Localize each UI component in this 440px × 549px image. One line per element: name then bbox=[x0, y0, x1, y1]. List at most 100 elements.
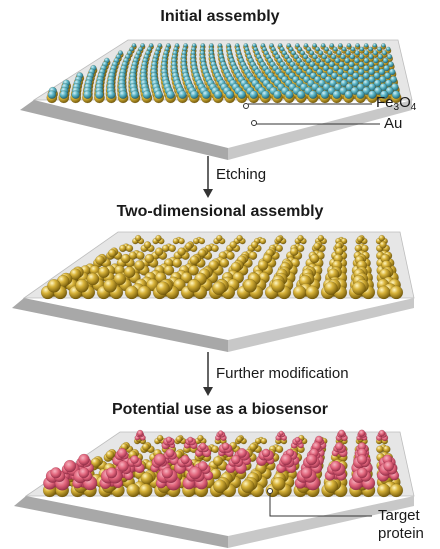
gold-sphere bbox=[143, 241, 152, 249]
iron-oxide-sphere bbox=[315, 57, 322, 64]
iron-oxide-sphere bbox=[286, 43, 292, 48]
au-label: Au bbox=[384, 115, 403, 132]
iron-oxide-sphere bbox=[353, 57, 360, 64]
iron-oxide-sphere bbox=[378, 68, 386, 76]
iron-oxide-sphere bbox=[340, 54, 346, 60]
iron-oxide-sphere bbox=[117, 50, 124, 56]
gold-sphere bbox=[75, 278, 89, 293]
gold-sphere bbox=[226, 251, 235, 260]
iron-oxide-sphere bbox=[383, 64, 390, 72]
gold-sphere bbox=[324, 479, 339, 494]
iron-oxide-sphere bbox=[290, 50, 296, 56]
iron-oxide-sphere bbox=[373, 86, 383, 96]
gold-sphere bbox=[178, 237, 185, 245]
iron-oxide-sphere bbox=[201, 90, 211, 99]
gold-sphere bbox=[292, 285, 307, 300]
fe3o4-callout-line bbox=[243, 103, 372, 109]
target-protein-blob bbox=[78, 467, 90, 479]
gold-sphere bbox=[248, 251, 258, 260]
gold-sphere bbox=[168, 244, 177, 253]
gold-sphere bbox=[275, 235, 283, 243]
iron-oxide-sphere bbox=[358, 61, 365, 68]
target-protein-blob bbox=[330, 460, 342, 472]
gold-sphere bbox=[389, 285, 404, 300]
target-protein-blob bbox=[378, 429, 386, 437]
iron-oxide-sphere bbox=[166, 90, 175, 99]
target-protein-blob bbox=[136, 429, 144, 437]
gold-sphere bbox=[275, 445, 284, 454]
iron-oxide-sphere bbox=[330, 54, 337, 60]
iron-oxide-sphere bbox=[329, 79, 337, 88]
iron-oxide-sphere bbox=[190, 90, 199, 99]
target-protein-blob bbox=[300, 467, 313, 479]
iron-oxide-sphere bbox=[71, 90, 80, 99]
iron-oxide-sphere bbox=[318, 50, 324, 56]
iron-oxide-sphere bbox=[386, 54, 393, 60]
gold-sphere bbox=[197, 434, 204, 442]
gold-sphere bbox=[275, 244, 284, 253]
iron-oxide-sphere bbox=[345, 50, 351, 56]
gold-sphere bbox=[172, 258, 182, 268]
iron-oxide-sphere bbox=[130, 90, 140, 99]
iron-oxide-sphere bbox=[316, 68, 324, 76]
iron-oxide-sphere bbox=[320, 43, 326, 48]
iron-oxide-sphere bbox=[47, 90, 57, 99]
iron-oxide-sphere bbox=[308, 90, 318, 99]
gold-sphere bbox=[113, 272, 127, 286]
iron-oxide-sphere bbox=[284, 54, 290, 60]
iron-oxide-sphere bbox=[296, 57, 302, 64]
iron-oxide-sphere bbox=[312, 43, 317, 48]
iron-oxide-sphere bbox=[389, 75, 398, 84]
gold-sphere bbox=[324, 281, 338, 296]
gold-sphere bbox=[257, 260, 269, 271]
target-protein-blob bbox=[356, 454, 368, 465]
gold-sphere bbox=[313, 242, 321, 250]
iron-oxide-sphere bbox=[384, 72, 391, 80]
iron-oxide-sphere bbox=[387, 61, 394, 68]
iron-oxide-sphere bbox=[356, 90, 365, 99]
gold-sphere bbox=[379, 241, 387, 249]
iron-oxide-sphere bbox=[312, 54, 318, 60]
iron-oxide-sphere bbox=[372, 50, 378, 56]
gold-sphere bbox=[125, 244, 134, 253]
gold-sphere bbox=[229, 241, 237, 249]
gold-sphere bbox=[124, 285, 139, 300]
iron-oxide-sphere bbox=[332, 46, 338, 52]
iron-oxide-sphere bbox=[315, 46, 320, 52]
iron-oxide-sphere bbox=[372, 43, 378, 48]
iron-oxide-sphere bbox=[148, 43, 154, 48]
gold-sphere bbox=[249, 443, 257, 451]
iron-oxide-sphere bbox=[344, 57, 350, 64]
iron-oxide-sphere bbox=[129, 46, 135, 52]
initial-nanoparticle-array bbox=[46, 43, 402, 104]
iron-oxide-sphere bbox=[368, 54, 374, 60]
iron-oxide-sphere bbox=[350, 86, 359, 96]
iron-oxide-sphere bbox=[357, 75, 365, 84]
iron-oxide-sphere bbox=[358, 54, 365, 60]
gold-sphere bbox=[208, 260, 219, 271]
gold-sphere bbox=[138, 483, 153, 498]
gold-sphere bbox=[198, 237, 206, 245]
iron-oxide-sphere bbox=[305, 68, 313, 76]
iron-oxide-sphere bbox=[296, 90, 306, 99]
target-protein-label-line1: Target bbox=[378, 507, 420, 524]
iron-oxide-sphere bbox=[324, 46, 329, 52]
iron-oxide-sphere bbox=[332, 64, 340, 72]
iron-oxide-sphere bbox=[368, 90, 377, 99]
target-protein-blob bbox=[383, 460, 395, 472]
gold-sphere bbox=[95, 255, 105, 265]
further-modification-arrow bbox=[203, 352, 213, 396]
gold-sphere bbox=[376, 285, 391, 300]
target-protein-blob bbox=[130, 455, 139, 464]
iron-oxide-sphere bbox=[362, 86, 371, 96]
iron-oxide-sphere bbox=[249, 90, 258, 99]
target-protein-blob bbox=[50, 467, 62, 479]
etching-label: Etching bbox=[216, 166, 267, 183]
iron-oxide-sphere bbox=[281, 50, 287, 56]
iron-oxide-sphere bbox=[299, 50, 306, 56]
gold-sphere bbox=[236, 234, 243, 242]
iron-oxide-sphere bbox=[363, 57, 370, 64]
iron-oxide-sphere bbox=[341, 46, 347, 52]
gold-sphere bbox=[216, 234, 223, 242]
iron-oxide-sphere bbox=[378, 75, 387, 84]
